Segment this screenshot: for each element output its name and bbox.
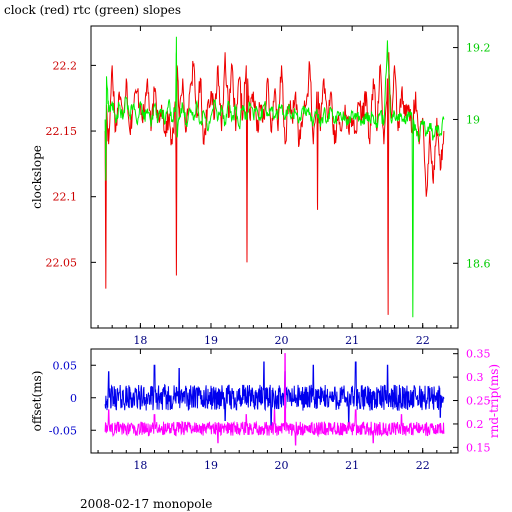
bottom-x-tick-label: 21 [345,459,359,472]
top-x-tick-label: 21 [345,334,359,347]
top-x-tick-label: 22 [416,334,430,347]
bottom-y2-tick-label: 0.15 [466,441,491,454]
bottom-y2-tick-label: 0.3 [466,371,484,384]
footer-caption: 2008-02-17 monopole [80,497,213,511]
page-title: clock (red) rtc (green) slopes [4,3,182,17]
bottom-x-tick-label: 18 [133,459,147,472]
top-y-axis-label: clockslope [30,145,44,209]
bottom-y-axis-label: offset(ms) [30,371,44,432]
bottom-y2-tick-label: 0.2 [466,418,484,431]
bottom-series-1-line [104,353,445,446]
top-y-tick-label: 22.1 [53,191,78,204]
bottom-x-tick-label: 19 [204,459,218,472]
bottom-chart-plot [104,353,445,446]
top-y-tick-label: 22.15 [46,125,78,138]
bottom-y-tick-label: 0 [70,392,77,405]
top-y-tick-label: 22.2 [53,59,78,72]
top-y2-tick-label: 19.2 [466,42,491,55]
top-chart-axes: 18 19 20 21 22 22.05 22.1 22.15 22.2 18.6 19 19.2 [46,26,491,347]
top-chart-plot [104,36,445,318]
top-series-1-line [104,36,445,318]
bottom-y2-tick-label: 0.25 [466,395,491,408]
top-chart-frame [90,25,459,329]
bottom-y-tick-label: -0.05 [49,424,77,437]
top-y2-tick-label: 18.6 [466,257,491,270]
top-x-tick-label: 19 [204,334,218,347]
top-y2-tick-label: 19 [466,113,480,126]
bottom-y2-axis-label: rnd-trip(ms) [487,364,501,438]
bottom-y-tick-label: 0.05 [53,359,78,372]
bottom-x-tick-label: 20 [275,459,289,472]
bottom-chart-axes: 18 19 20 21 22 -0.05 0 0.05 0.15 0.2 0.25 0.3 0.35 [49,348,491,472]
top-series-0-line [104,52,445,315]
top-y-tick-label: 22.05 [46,256,78,269]
bottom-series-0-line [104,361,445,428]
top-x-tick-label: 18 [133,334,147,347]
top-x-tick-label: 20 [275,334,289,347]
bottom-y2-tick-label: 0.35 [466,348,491,361]
bottom-x-tick-label: 22 [416,459,430,472]
